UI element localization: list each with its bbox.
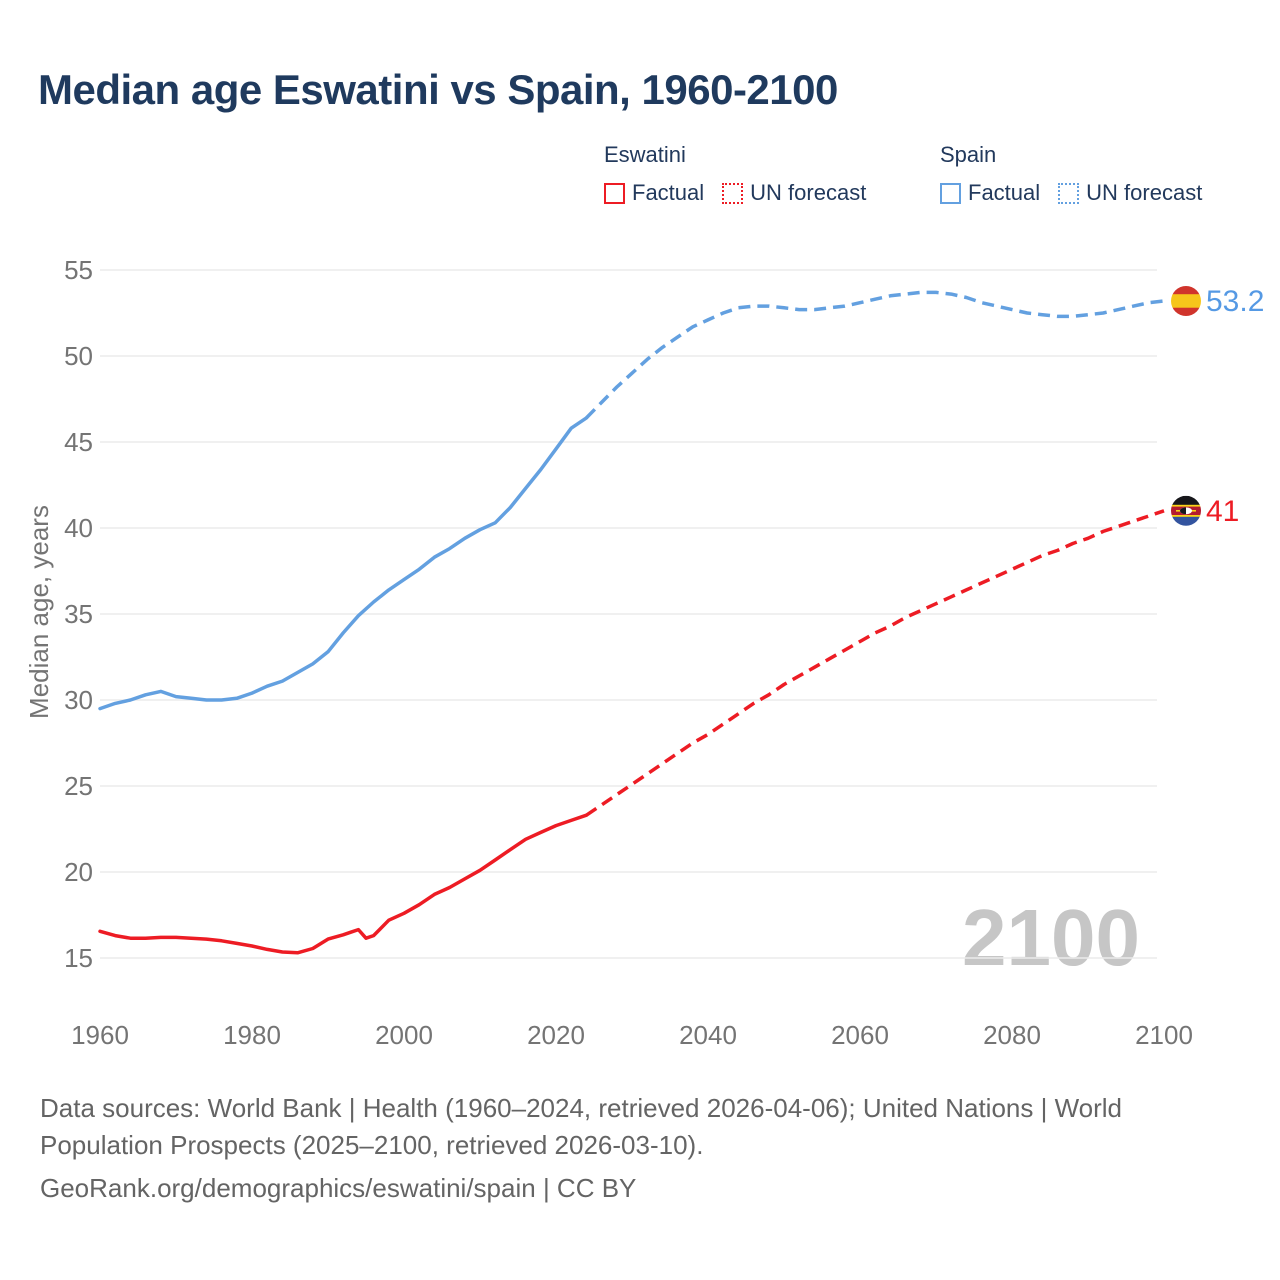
end-value-label-spain: 53.2	[1206, 285, 1264, 318]
page-title: Median age Eswatini vs Spain, 1960-2100	[38, 66, 838, 113]
y-tick-label: 40	[64, 513, 93, 543]
x-tick-label: 2020	[527, 1020, 585, 1050]
footer-line: Data sources: World Bank | Health (1960–…	[40, 1093, 1123, 1123]
legend-item-spain-factual: Factual	[940, 180, 1040, 206]
legend-group-title: Eswatini	[604, 142, 686, 167]
spain-forecast-swatch-icon	[1058, 182, 1080, 204]
x-tick-label: 1980	[223, 1020, 281, 1050]
y-axis-title: Median age, years	[24, 505, 54, 719]
legend-item-label: Factual	[968, 180, 1041, 205]
spain-factual-swatch-icon	[940, 182, 961, 204]
eswatini-forecast-swatch-icon	[722, 182, 744, 204]
watermark-year-text: 2100	[962, 893, 1140, 982]
legend-item-label: Factual	[632, 180, 705, 205]
footer-line: Population Prospects (2025–2100, retriev…	[40, 1130, 704, 1160]
y-tick-label: 45	[64, 427, 93, 457]
y-tick-label: 30	[64, 685, 93, 715]
y-tick-label: 55	[64, 255, 93, 285]
y-tick-label: 15	[64, 943, 93, 973]
series-line-eswatini-factual	[98, 813, 589, 955]
footer-source-link: GeoRank.org/demographics/eswatini/spain …	[40, 1173, 637, 1203]
eswatini-flag-icon	[1171, 495, 1201, 526]
x-tick-label: 2060	[831, 1020, 889, 1050]
series-line-spain-factual	[98, 416, 589, 711]
y-tick-label: 35	[64, 599, 93, 629]
end-value-label-eswatini: 41	[1206, 495, 1239, 528]
legend-item-eswatini-forecast: UN forecast	[722, 180, 866, 206]
x-tick-label: 2080	[983, 1020, 1041, 1050]
series-line-eswatini-un-forecast	[585, 509, 1165, 817]
legend-item-eswatini-factual: Factual	[604, 180, 704, 206]
legend-group-title: Spain	[940, 142, 997, 167]
spain-flag-icon	[1171, 285, 1201, 316]
footer: Data sources: World Bank | Health (1960–…	[40, 1090, 1122, 1207]
series-line-spain-un-forecast	[585, 290, 1165, 420]
y-tick-label: 50	[64, 341, 93, 371]
legend-group-spain: Spain Factual UN forecast	[940, 142, 1202, 206]
x-tick-label: 2040	[679, 1020, 737, 1050]
legend-item-label: UN forecast	[1086, 180, 1203, 205]
y-tick-label: 20	[64, 857, 93, 887]
legend-item-spain-forecast: UN forecast	[1058, 180, 1202, 206]
eswatini-factual-swatch-icon	[604, 182, 625, 204]
x-tick-label: 2100	[1135, 1020, 1193, 1050]
x-tick-label: 1960	[71, 1020, 129, 1050]
legend-group-eswatini: Eswatini Factual UN forecast	[604, 142, 866, 206]
x-tick-label: 2000	[375, 1020, 433, 1050]
legend-item-label: UN forecast	[750, 180, 867, 205]
y-tick-label: 25	[64, 771, 93, 801]
